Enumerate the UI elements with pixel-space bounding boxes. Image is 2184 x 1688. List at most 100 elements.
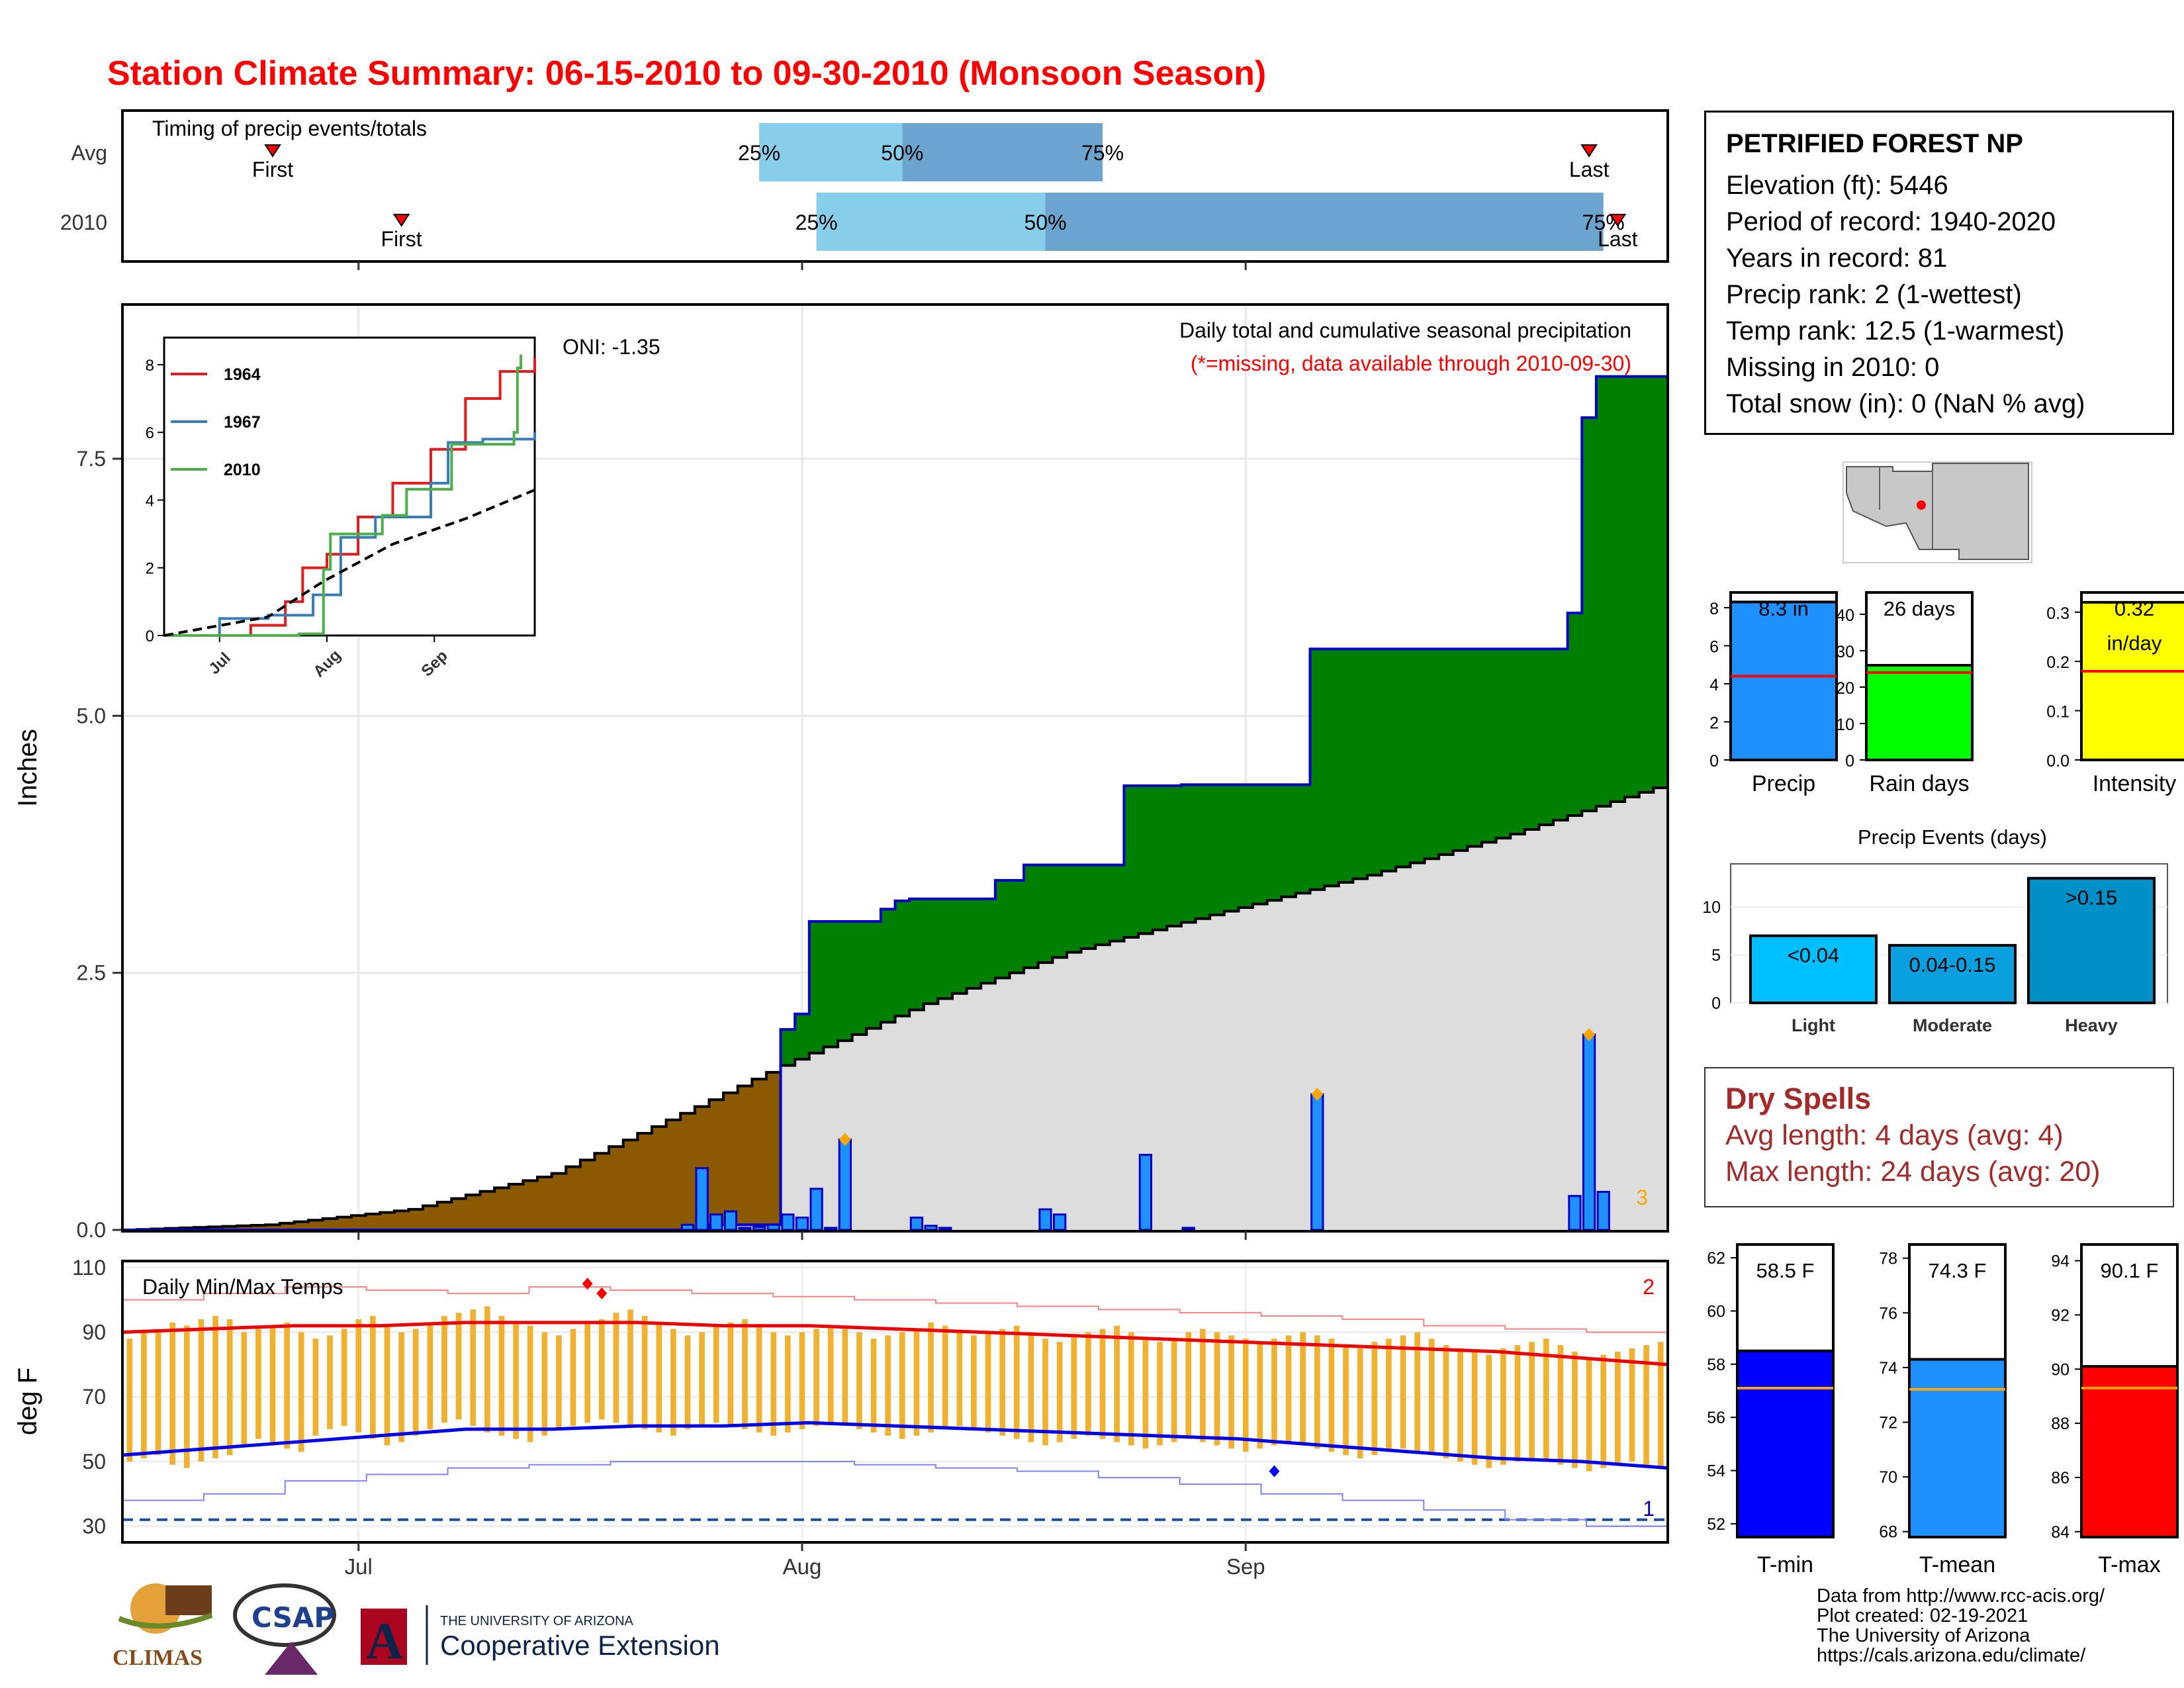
daily-precip-bar: [838, 1138, 852, 1231]
temp-y-tick-label: 70: [82, 1385, 106, 1409]
timing-bar-q25-q50: [759, 123, 903, 181]
daily-precip-bar: [795, 1216, 809, 1231]
daily-temp-bar: [1257, 1342, 1263, 1449]
below-normal-segment: [723, 1092, 739, 1225]
first-event-marker: [392, 214, 410, 227]
precip-chart-subtitle: (*=missing, data available through 2010-…: [1191, 352, 1631, 375]
inset-series-1967: [164, 432, 536, 637]
below-normal-segment: [480, 1191, 495, 1230]
temp-summary-tick-label: 56: [1707, 1409, 1725, 1427]
daily-temp-bar: [870, 1338, 877, 1432]
daily-precip-bar: [809, 1188, 823, 1231]
event-bar-label: 0.04-0.15: [1909, 953, 1996, 976]
temp-summary-title: T-min: [1757, 1552, 1813, 1577]
daily-temp-bar: [484, 1306, 490, 1432]
daily-temp-bar: [1600, 1354, 1607, 1468]
below-normal-segment: [423, 1205, 438, 1230]
daily-precip-bar: [1568, 1195, 1582, 1231]
temp-y-tick-label: 110: [72, 1256, 106, 1280]
daily-precip-bar: [909, 1216, 924, 1231]
daily-temp-bar: [971, 1335, 977, 1430]
summary-bar-title: Intensity: [2093, 771, 2177, 796]
below-normal-segment: [351, 1215, 367, 1230]
temp-summary-tick-label: 72: [1879, 1414, 1897, 1432]
inset-series-1964: [164, 357, 536, 637]
below-normal-segment: [766, 1072, 782, 1225]
temp-y-tick-label: 30: [82, 1515, 106, 1538]
below-normal-segment: [637, 1133, 653, 1230]
daily-temp-bar: [155, 1329, 161, 1456]
daily-temp-bar: [613, 1313, 619, 1423]
daily-temp-bar: [1185, 1332, 1192, 1439]
above-normal-segment: [852, 921, 867, 1035]
daily-temp-bar: [598, 1319, 605, 1420]
below-normal-segment: [265, 1225, 281, 1230]
above-normal-segment: [1367, 649, 1383, 876]
timing-label-50: 50%: [1024, 211, 1066, 234]
daily-temp-bar: [226, 1319, 233, 1456]
below-normal-segment: [308, 1220, 324, 1230]
daily-temp-bar: [1615, 1351, 1621, 1465]
summary-bar-2: [2080, 600, 2184, 761]
record-tmax-line: [122, 1286, 1668, 1333]
temp-summary-tick-label: 88: [2051, 1415, 2070, 1433]
above-normal-segment: [909, 898, 925, 1010]
record-low-marker: [1269, 1465, 1280, 1477]
timing-bar-q25-q50: [816, 193, 1046, 251]
daily-precip-bar: [938, 1227, 952, 1231]
above-normal-segment: [952, 898, 968, 994]
temp-summary-tick-label: 92: [2051, 1306, 2070, 1325]
summary-bar-1: [1865, 664, 1974, 761]
below-normal-segment: [437, 1202, 452, 1230]
daily-temp-bar: [1500, 1348, 1506, 1465]
record-count-precip: 3: [1636, 1186, 1648, 1209]
temp-summary-tick-label: 78: [1879, 1250, 1897, 1268]
daily-temp-bar: [770, 1332, 777, 1436]
station-missing: Missing in 2010: 0: [1726, 353, 1940, 382]
daily-temp-bar: [1572, 1351, 1578, 1468]
daily-temp-bar: [756, 1325, 762, 1432]
precip-y-tick-label: 5.0: [77, 704, 106, 727]
above-normal-segment: [1095, 865, 1111, 945]
first-event-label: First: [252, 158, 293, 181]
event-bar-heavy: [2027, 876, 2156, 1004]
above-normal-segment: [823, 921, 839, 1047]
avg-tmin-line: [122, 1421, 1668, 1470]
events-y-tick-label: 0: [1711, 994, 1721, 1013]
daily-temp-bar: [827, 1325, 834, 1423]
below-normal-segment: [609, 1147, 624, 1230]
above-normal-segment: [1210, 784, 1225, 915]
daily-temp-bar: [1228, 1335, 1234, 1449]
daily-temp-bar: [885, 1335, 891, 1436]
inset-y-tick-label: 6: [146, 424, 154, 442]
daily-temp-bar: [284, 1322, 290, 1449]
daily-temp-bar: [498, 1316, 505, 1436]
above-normal-segment: [1553, 649, 1569, 820]
above-normal-segment: [1625, 376, 1640, 798]
daily-temp-bar: [455, 1313, 462, 1420]
temp-y-tick-label: 50: [82, 1450, 106, 1474]
footer-credits: Data from http://www.rcc-acis.org/ Plot …: [1817, 1585, 2105, 1666]
daily-temp-bar: [1085, 1332, 1091, 1436]
x-tick-label: Sep: [1226, 1554, 1265, 1579]
temp-summary-bar-1: [1908, 1358, 2007, 1539]
dry-spells-max: Max length: 24 days (avg: 20): [1725, 1156, 2101, 1188]
below-normal-segment: [566, 1166, 581, 1230]
daily-precip-bar: [1038, 1208, 1052, 1231]
daily-temp-bar: [1142, 1338, 1149, 1449]
above-normal-segment: [1639, 376, 1654, 793]
daily-temp-bar: [1300, 1332, 1306, 1446]
daily-temp-bar: [1543, 1338, 1549, 1462]
record-high-count: 2: [1643, 1275, 1655, 1299]
daily-temp-bar: [269, 1325, 276, 1442]
daily-temp-bar: [999, 1329, 1005, 1436]
above-normal-segment: [1281, 784, 1297, 897]
daily-temp-bar: [541, 1332, 548, 1436]
daily-temp-bar: [255, 1329, 261, 1439]
daily-temp-bar: [584, 1322, 590, 1423]
record-high-marker: [582, 1278, 593, 1290]
summary-tick-label: 20: [1836, 679, 1854, 698]
above-normal-segment: [1467, 649, 1482, 847]
below-normal-segment: [523, 1180, 538, 1230]
daily-precip-bar: [1138, 1154, 1153, 1231]
